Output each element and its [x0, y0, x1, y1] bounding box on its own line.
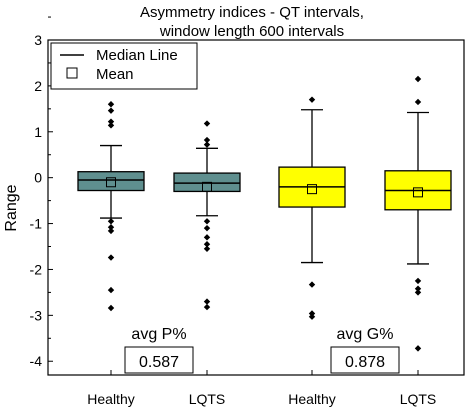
outlier-point	[107, 122, 115, 129]
outlier-point	[203, 224, 211, 232]
outlier-point	[203, 141, 211, 148]
annotation-value: 0.878	[345, 354, 385, 371]
y-tick-label: 0	[34, 170, 42, 186]
mean-marker	[202, 181, 212, 192]
y-axis-label: Range	[3, 184, 20, 231]
outlier-point	[203, 298, 211, 305]
outlier-point	[308, 310, 316, 317]
annotation-label: avg P%	[131, 326, 186, 343]
outlier-point	[203, 234, 211, 241]
legend-mean-swatch	[66, 67, 78, 79]
box-group	[77, 101, 145, 312]
annotation-label: avg G%	[337, 326, 394, 343]
chart-title: Asymmetry indices - QT intervals,	[140, 4, 364, 21]
outlier-point	[107, 224, 115, 231]
outlier-point	[203, 120, 211, 127]
mean-marker	[307, 184, 317, 195]
y-tick-label: 3	[34, 32, 42, 48]
outlier-point	[308, 313, 316, 320]
outlier-point	[308, 96, 316, 103]
y-tick-label: -1	[30, 216, 43, 232]
outlier-point	[414, 285, 422, 292]
outlier-point	[203, 218, 211, 225]
outlier-point	[107, 254, 115, 261]
legend-frame	[50, 42, 198, 90]
outlier-point	[414, 345, 422, 352]
mean-marker	[413, 187, 423, 198]
outlier-point	[107, 107, 115, 114]
chart-subtitle: window length 600 intervals	[159, 23, 344, 40]
y-tick-label: -4	[30, 353, 43, 369]
outlier-point	[107, 286, 115, 294]
outlier-point	[107, 218, 115, 225]
outlier-point	[414, 98, 422, 106]
plot-frame	[47, 39, 465, 376]
outlier-point	[414, 277, 422, 285]
box-iqr	[77, 171, 145, 192]
y-tick-label: -3	[30, 307, 43, 323]
y-tick-label: -2	[30, 261, 43, 277]
outlier-point	[308, 281, 316, 288]
x-tick-label: Healthy	[288, 391, 335, 407]
x-tick-label: Healthy	[87, 391, 134, 407]
annotation-value: 0.587	[139, 354, 179, 371]
mean-marker	[106, 177, 116, 188]
outlier-point	[107, 304, 115, 312]
outlier-point	[203, 241, 211, 248]
outlier-point	[107, 118, 115, 125]
outlier-point	[414, 75, 422, 83]
outlier-point	[414, 289, 422, 296]
outlier-point	[107, 101, 115, 108]
annotations: avg P% 0.587 avg G% 0.878	[124, 326, 400, 374]
outlier-point	[203, 245, 211, 253]
outlier-point	[203, 136, 211, 144]
annotation-value-box	[124, 346, 194, 374]
box-group	[278, 96, 346, 320]
box-group	[173, 120, 241, 311]
y-tick-label: 1	[34, 124, 42, 140]
boxes	[77, 75, 452, 352]
box-group	[384, 75, 452, 352]
legend-mean-label: Mean	[96, 66, 134, 83]
legend: Median Line Mean	[50, 42, 198, 90]
chart-title-group: Asymmetry indices - QT intervals, window…	[140, 4, 364, 40]
x-tick-label: LQTS	[400, 391, 437, 407]
axes: -4 -3 -2 -1 0 1 2 3 Healthy LQTS Healthy LQTS	[30, 16, 437, 407]
outlier-point	[107, 227, 115, 235]
annotation-value-box	[330, 346, 400, 374]
outlier-point	[203, 303, 211, 311]
y-tick-label: 2	[34, 78, 42, 94]
x-tick-label: LQTS	[189, 391, 226, 407]
legend-median-label: Median Line	[96, 47, 178, 64]
